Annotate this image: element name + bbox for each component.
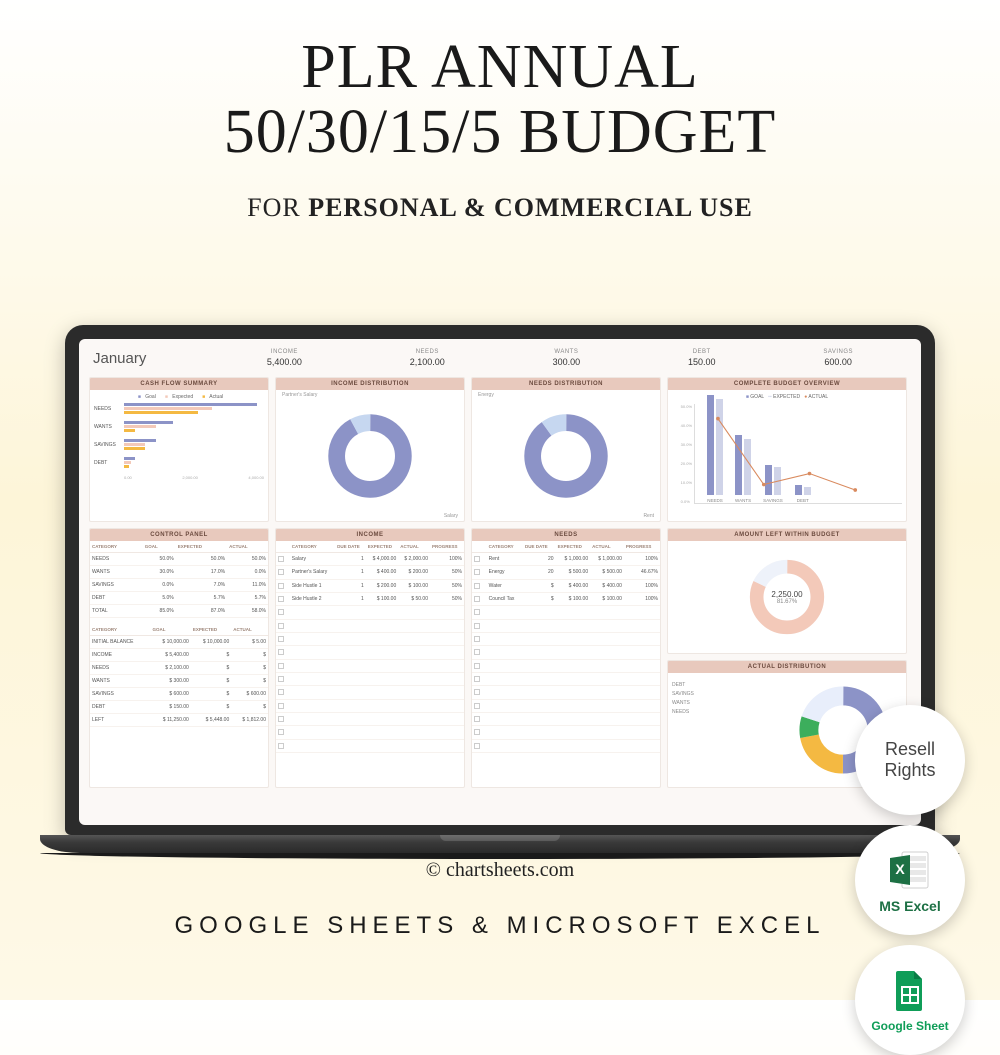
income-dist-panel: INCOME DISTRIBUTION Partner's Salary Sal… xyxy=(275,377,465,522)
kpi-debt: DEBT 150.00 xyxy=(688,349,716,367)
control-panel-table-2: CATEGORYGOALEXPECTEDACTUALINITIAL BALANC… xyxy=(90,624,268,727)
needs-table-body: CATEGORYDUE DATEEXPECTEDACTUALPROGRESSRe… xyxy=(472,541,660,787)
cash-flow-panel: CASH FLOW SUMMARY ■ Goal■ Expected■ Actu… xyxy=(89,377,269,522)
dashboard-header: January INCOME 5,400.00 NEEDS 2,100.00 W… xyxy=(79,339,921,373)
kpi-needs: NEEDS 2,100.00 xyxy=(410,349,445,367)
income-dist-title: INCOME DISTRIBUTION xyxy=(276,378,464,390)
dashboard-screen: January INCOME 5,400.00 NEEDS 2,100.00 W… xyxy=(79,339,921,825)
laptop-screen-bezel: January INCOME 5,400.00 NEEDS 2,100.00 W… xyxy=(65,325,935,835)
overview-y-axis: 50.0%40.0%30.0%20.0%10.0%0.0% xyxy=(681,404,692,504)
gsheet-label: Google Sheet xyxy=(871,1019,948,1033)
kpi-wants: WANTS 300.00 xyxy=(553,349,581,367)
amount-left-panel: AMOUNT LEFT WITHIN BUDGET 2,250.00 81.67… xyxy=(667,528,907,654)
needs-table-title: NEEDS xyxy=(472,529,660,541)
overview-body: ■ GOAL ▪▪ EXPECTED ● ACTUAL 50.0%40.0%30… xyxy=(668,390,906,521)
footer-apps: GOOGLE SHEETS & MICROSOFT EXCEL xyxy=(0,912,1000,940)
month-label: January xyxy=(93,350,213,367)
badge-text-2: Rights xyxy=(884,760,935,781)
gsheet-badge: Google Sheet xyxy=(855,945,965,1055)
income-table-title: INCOME xyxy=(276,529,464,541)
income-dist-body: Partner's Salary Salary xyxy=(276,390,464,521)
needs-dist-body: Energy Rent xyxy=(472,390,660,521)
laptop-mockup: January INCOME 5,400.00 NEEDS 2,100.00 W… xyxy=(65,325,935,859)
needs-table-panel: NEEDS CATEGORYDUE DATEEXPECTEDACTUALPROG… xyxy=(471,528,661,788)
resell-rights-badge: Resell Rights xyxy=(855,705,965,815)
control-panel-title: CONTROL PANEL xyxy=(90,529,268,541)
control-panel-body: CATEGORYGOALEXPECTEDACTUALNEEDS50.0%50.0… xyxy=(90,541,268,787)
overview-chart: NEEDS WANTS SAVINGS DEBT xyxy=(694,404,902,504)
needs-dist-title: NEEDS DISTRIBUTION xyxy=(472,378,660,390)
actual-dist-title: ACTUAL DISTRIBUTION xyxy=(668,661,906,673)
amount-left-value: 2,250.00 xyxy=(771,590,802,599)
needs-dist-bottom-label: Rent xyxy=(643,513,654,519)
amount-left-pct: 81.67% xyxy=(771,599,802,605)
kpi-row: INCOME 5,400.00 NEEDS 2,100.00 WANTS 300… xyxy=(213,349,907,367)
income-donut-chart xyxy=(326,412,414,500)
overview-panel: COMPLETE BUDGET OVERVIEW ■ GOAL ▪▪ EXPEC… xyxy=(667,377,907,522)
cash-flow-body: ■ Goal■ Expected■ Actual NEEDS WANTS SAV… xyxy=(90,390,268,521)
income-table-body: CATEGORYDUE DATEEXPECTEDACTUALPROGRESSSa… xyxy=(276,541,464,787)
needs-donut-chart xyxy=(522,412,610,500)
subtitle-bold: PERSONAL & COMMERCIAL USE xyxy=(308,193,753,222)
footer-brand: © chartsheets.com xyxy=(0,859,1000,882)
badge-text-1: Resell xyxy=(885,739,935,760)
amount-left-body: 2,250.00 81.67% xyxy=(668,541,906,653)
cash-flow-legend: ■ Goal■ Expected■ Actual xyxy=(94,394,264,400)
amount-left-center: 2,250.00 81.67% xyxy=(771,590,802,605)
product-title: PLR ANNUAL 50/30/15/5 BUDGET FOR PERSONA… xyxy=(0,0,1000,223)
cash-flow-ticks: 0.002,000.004,000.00 xyxy=(94,475,264,480)
footer: © chartsheets.com GOOGLE SHEETS & MICROS… xyxy=(0,859,1000,940)
laptop-base xyxy=(40,835,960,853)
cash-flow-bars: NEEDS WANTS SAVINGS DEBT xyxy=(94,403,264,469)
gsheet-icon xyxy=(886,967,934,1015)
income-dist-bottom-label: Salary xyxy=(444,513,458,519)
subtitle: FOR PERSONAL & COMMERCIAL USE xyxy=(0,193,1000,223)
income-table: CATEGORYDUE DATEEXPECTEDACTUALPROGRESSSa… xyxy=(276,541,464,753)
control-panel-table-1: CATEGORYGOALEXPECTEDACTUALNEEDS50.0%50.0… xyxy=(90,541,268,618)
overview-title: COMPLETE BUDGET OVERVIEW xyxy=(668,378,906,390)
title-line-2: 50/30/15/5 BUDGET xyxy=(0,100,1000,165)
needs-table: CATEGORYDUE DATEEXPECTEDACTUALPROGRESSRe… xyxy=(472,541,660,753)
income-table-panel: INCOME CATEGORYDUE DATEEXPECTEDACTUALPRO… xyxy=(275,528,465,788)
cash-flow-title: CASH FLOW SUMMARY xyxy=(90,378,268,390)
kpi-savings: SAVINGS 600.00 xyxy=(823,349,853,367)
subtitle-for: FOR xyxy=(247,193,301,222)
needs-dist-panel: NEEDS DISTRIBUTION Energy Rent xyxy=(471,377,661,522)
title-line-1: PLR ANNUAL xyxy=(0,35,1000,100)
control-panel: CONTROL PANEL CATEGORYGOALEXPECTEDACTUAL… xyxy=(89,528,269,788)
dashboard-grid: CASH FLOW SUMMARY ■ Goal■ Expected■ Actu… xyxy=(79,373,921,796)
kpi-income: INCOME 5,400.00 xyxy=(267,349,302,367)
amount-left-title: AMOUNT LEFT WITHIN BUDGET xyxy=(668,529,906,541)
